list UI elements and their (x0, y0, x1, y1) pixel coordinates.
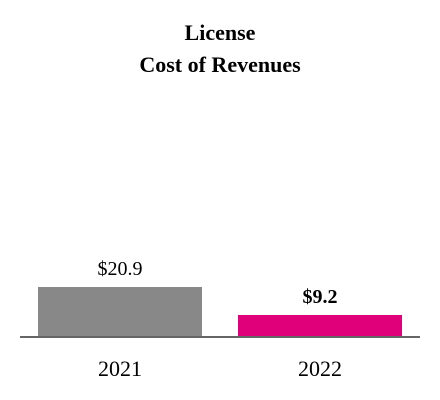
category-label-2021: 2021 (98, 356, 142, 381)
plot-area: $20.9 2021 $9.2 2022 (20, 258, 420, 381)
chart-title-line-1: License (185, 20, 256, 45)
value-label-2021: $20.9 (98, 258, 143, 280)
category-label-2022: 2022 (298, 356, 342, 381)
bar-2022 (238, 314, 402, 337)
chart-title-line-2: Cost of Revenues (139, 52, 301, 77)
value-label-2022: $9.2 (303, 286, 338, 308)
bar-2021 (38, 287, 202, 337)
